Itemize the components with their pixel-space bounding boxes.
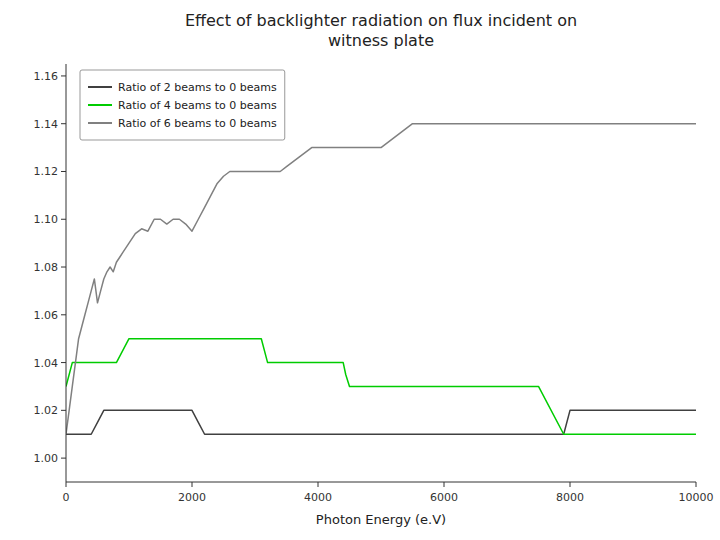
x-tick-label: 8000 [556,491,584,504]
x-tick [192,482,193,487]
y-tick-label: 1.12 [34,165,59,178]
y-tick-label: 1.04 [34,357,59,370]
x-tick-label: 0 [63,491,70,504]
y-tick [61,314,66,315]
lines [66,124,696,435]
legend: Ratio of 2 beams to 0 beams Ratio of 4 be… [80,70,285,140]
x-axis-label: Photon Energy (e.V) [316,512,446,527]
x-axis-line [66,482,696,483]
x-tick [66,482,67,487]
y-tick [61,219,66,220]
y-tick-label: 1.06 [34,309,59,322]
y-tick-label: 1.08 [34,261,59,274]
x-tick [318,482,319,487]
legend-swatch [88,104,112,106]
x-tick-label: 6000 [430,491,458,504]
y-tick [61,75,66,76]
y-tick-label: 1.10 [34,213,59,226]
y-tick [61,362,66,363]
x-tick-label: 10000 [679,491,714,504]
title: Effect of backlighter radiation on flux … [185,11,577,50]
y-tick-label: 1.14 [34,118,59,131]
x-tick [444,482,445,487]
chart: Effect of backlighter radiation on flux … [0,0,720,540]
legend-swatch [88,86,112,88]
y-tick [61,410,66,411]
y-tick [61,123,66,124]
y-axis-line [66,64,67,482]
legend-box [80,70,285,140]
series-line [66,124,696,435]
y-tick-label: 1.00 [34,452,59,465]
series-line [66,410,696,434]
y-tick-label: 1.02 [34,404,59,417]
background [0,0,720,540]
y-tick [61,267,66,268]
y-tick-label: 1.16 [34,70,59,83]
x-tick [570,482,571,487]
series-line [66,339,696,435]
x-tick-label: 2000 [178,491,206,504]
legend-entry: Ratio of 4 beams to 0 beams [118,99,277,112]
x-tick-label: 4000 [304,491,332,504]
y-tick [61,171,66,172]
y-tick [61,458,66,459]
x-tick [696,482,697,487]
axes: 0 2000 4000 6000 8000 10000 1.00 1.02 1.04 1.06 1.… [34,64,714,504]
legend-entry: Ratio of 2 beams to 0 beams [118,81,277,94]
legend-entry: Ratio of 6 beams to 0 beams [118,117,277,130]
legend-swatch [88,122,112,124]
